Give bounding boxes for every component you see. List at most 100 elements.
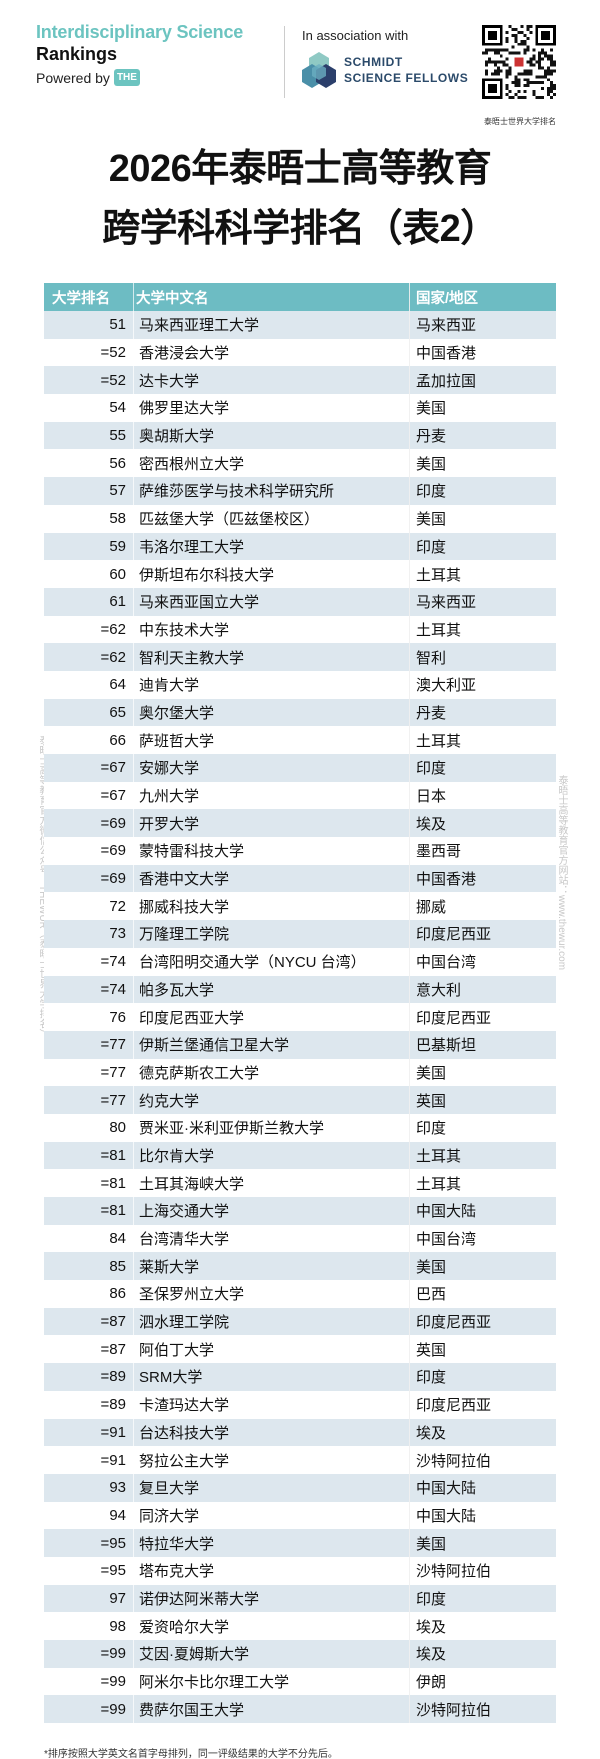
rank-cell: =87 [44,1335,134,1364]
rank-cell: =81 [44,1197,134,1225]
university-name-cell: 土耳其海峡大学 [134,1169,410,1197]
country-cell: 中国台湾 [416,954,477,972]
partner-line2: SCIENCE FELLOWS [344,71,469,85]
country-cell: 智利 [416,649,447,667]
table-row: 61 马来西亚国立大学 马来西亚 [44,587,556,616]
country-cell: 中国香港 [416,345,477,363]
qr-code[interactable] [482,20,556,104]
schmidt-logo: SCHMIDT SCIENCE FELLOWS [302,50,468,90]
table-row: =62 智利天主教大学 智利 [44,643,556,671]
country-cell: 中国大陆 [416,1480,477,1498]
university-name-cell: 德克萨斯农工大学 [134,1058,410,1087]
table-row: =62 中东技术大学 土耳其 [44,615,556,644]
table-row: =67 九州大学 日本 [44,781,556,810]
rank-cell: 76 [44,1003,134,1031]
table-row: =77 约克大学 英国 [44,1086,556,1114]
country-cell: 沙特阿拉伯 [416,1701,492,1719]
rank-cell: 86 [44,1280,134,1308]
university-name-cell: 中东技术大学 [134,615,410,644]
rank-cell: 98 [44,1612,134,1640]
country-cell: 印度 [416,1590,447,1608]
rank-cell: =69 [44,809,134,838]
rank-cell: =91 [44,1446,134,1474]
university-name-cell: 伊斯兰堡通信卫星大学 [134,1030,410,1059]
university-name-cell: 奥尔堡大学 [134,698,410,727]
rank-cell: =99 [44,1640,134,1668]
country-cell: 印度 [416,1120,447,1138]
country-cell: 意大利 [416,981,462,999]
rank-cell: 94 [44,1501,134,1530]
country-cell: 美国 [416,1258,447,1276]
university-name-cell: SRM大学 [134,1363,410,1391]
country-cell: 印度 [416,538,447,556]
university-name-cell: 印度尼西亚大学 [134,1003,410,1031]
rank-cell: 85 [44,1252,134,1281]
rank-cell: 73 [44,920,134,948]
country-cell: 伊朗 [416,1674,447,1692]
university-name-cell: 智利天主教大学 [134,643,410,671]
country-cell: 美国 [416,1064,447,1082]
university-name-cell: 同济大学 [134,1501,410,1530]
university-name-cell: 台湾清华大学 [134,1224,410,1253]
university-name-cell: 圣保罗州立大学 [134,1280,410,1308]
table-row: =77 伊斯兰堡通信卫星大学 巴基斯坦 [44,1030,556,1059]
powered-by: Powered by THE [36,69,243,86]
rank-cell: =99 [44,1695,134,1724]
table-row: 93 复旦大学 中国大陆 [44,1473,556,1502]
hexagon-cluster-icon [302,52,336,88]
country-cell: 丹麦 [416,704,447,722]
ranking-brand: Interdisciplinary Science Rankings Power… [36,22,243,86]
column-header-name: 大学中文名 [134,283,410,311]
table-row: =89 卡渣玛达大学 印度尼西亚 [44,1390,556,1419]
rank-cell: 93 [44,1473,134,1502]
page-title-line1: 2026年泰晤士高等教育 [108,148,492,190]
country-cell: 印度尼西亚 [416,1314,492,1332]
ranking-table: 大学排名 大学中文名 国家/地区 51 马来西亚理工大学 马来西亚 =52 香港浸会大学… [44,283,556,1724]
country-cell: 美国 [416,511,447,529]
university-name-cell: 费萨尔国王大学 [134,1695,410,1724]
table-row: 98 爱资哈尔大学 埃及 [44,1612,556,1640]
country-cell: 美国 [416,400,447,418]
rank-cell: =74 [44,947,134,976]
rank-cell: =95 [44,1529,134,1557]
table-row: 60 伊斯坦布尔科技大学 土耳其 [44,560,556,588]
table-row: =77 德克萨斯农工大学 美国 [44,1058,556,1087]
university-name-cell: 香港中文大学 [134,864,410,893]
country-cell: 中国台湾 [416,1231,477,1249]
country-cell: 埃及 [416,815,447,833]
table-row: 86 圣保罗州立大学 巴西 [44,1280,556,1308]
country-cell: 中国大陆 [416,1507,477,1525]
country-cell: 澳大利亚 [416,677,477,695]
country-cell: 印度 [416,483,447,501]
country-cell: 美国 [416,455,447,473]
country-cell: 埃及 [416,1618,447,1636]
table-row: 64 迪肯大学 澳大利亚 [44,670,556,699]
country-cell: 巴西 [416,1286,447,1304]
country-cell: 挪威 [416,898,447,916]
table-row: =81 土耳其海峡大学 土耳其 [44,1169,556,1197]
footnote: *排序按照大学英文名首字母排列，同一评级结果的大学不分先后。 [44,1749,338,1759]
table-row: =91 台达科技大学 埃及 [44,1418,556,1447]
university-name-cell: 达卡大学 [134,366,410,395]
university-name-cell: 安娜大学 [134,754,410,782]
table-row: =69 蒙特雷科技大学 墨西哥 [44,837,556,865]
country-cell: 印度 [416,760,447,778]
partner-line1: SCHMIDT [344,55,403,69]
university-name-cell: 贾米亚·米利亚伊斯兰教大学 [134,1113,410,1142]
university-name-cell: 塔布克大学 [134,1556,410,1585]
university-name-cell: 诺伊达阿米蒂大学 [134,1584,410,1613]
table-row: 57 萨维莎医学与技术科学研究所 印度 [44,477,556,505]
table-row: =99 费萨尔国王大学 沙特阿拉伯 [44,1695,556,1724]
rank-cell: 55 [44,421,134,450]
column-header-rank: 大学排名 [44,283,134,311]
table-row: =74 帕多瓦大学 意大利 [44,975,556,1004]
rank-cell: 58 [44,504,134,533]
country-cell: 日本 [416,788,447,806]
page-title-line2: 跨学科科学排名（表2） [102,208,498,250]
rank-cell: 97 [44,1584,134,1613]
university-name-cell: 佛罗里达大学 [134,394,410,422]
rank-cell: =87 [44,1307,134,1336]
table-row: 72 挪威科技大学 挪威 [44,892,556,921]
country-cell: 沙特阿拉伯 [416,1452,492,1470]
rank-cell: 66 [44,726,134,754]
